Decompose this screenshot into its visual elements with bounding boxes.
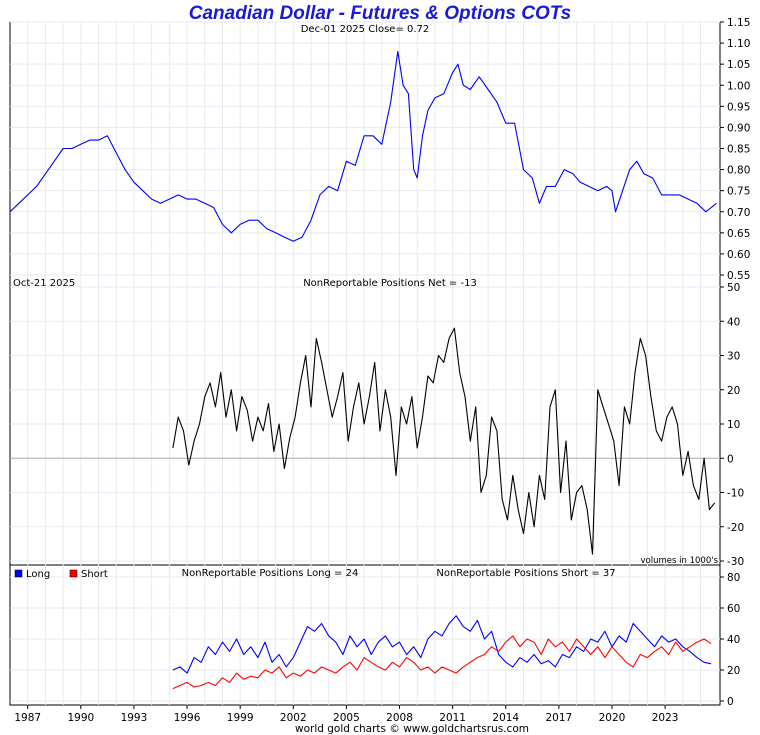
y-tick-label: 0.65 bbox=[727, 228, 750, 240]
x-tick-label: 1987 bbox=[14, 712, 41, 724]
chart-title: Canadian Dollar - Futures & Options COTs bbox=[189, 3, 572, 24]
y-axis-ticks: 1.15 1.10 1.05 1.00 0.95 0.90 0.85 0.80 0.75 0.70… bbox=[720, 17, 750, 708]
legend-long-swatch bbox=[14, 569, 23, 578]
footer-credit: world gold charts © www.goldchartsrus.co… bbox=[295, 723, 529, 735]
y-tick-label: 0 bbox=[727, 696, 734, 708]
y-tick-label: 10 bbox=[727, 419, 740, 431]
net-date-label: Oct-21 2025 bbox=[13, 278, 75, 289]
y-tick-label: 0.55 bbox=[727, 270, 750, 282]
x-axis-ticks: 1987 1990 1993 1996 1999 2002 2005 2008 2011 2014… bbox=[14, 705, 678, 724]
legend-short-label: Short bbox=[81, 569, 108, 580]
y-tick-label: 0.90 bbox=[727, 122, 750, 134]
y-tick-label: 60 bbox=[727, 603, 740, 615]
y-tick-label: -20 bbox=[727, 522, 744, 534]
y-tick-label: 30 bbox=[727, 351, 740, 363]
y-tick-label: 0.75 bbox=[727, 186, 750, 198]
x-tick-label: 1999 bbox=[227, 712, 254, 724]
x-tick-label: 2020 bbox=[599, 712, 626, 724]
x-tick-label: 2002 bbox=[280, 712, 307, 724]
net-header: NonReportable Positions Net = -13 bbox=[303, 278, 477, 289]
y-tick-label: 0.60 bbox=[727, 249, 750, 261]
x-tick-label: 2023 bbox=[652, 712, 679, 724]
y-tick-label: 20 bbox=[727, 385, 740, 397]
y-tick-label: 40 bbox=[727, 634, 740, 646]
y-tick-label: 50 bbox=[727, 282, 740, 294]
short-header: NonReportable Positions Short = 37 bbox=[436, 568, 615, 579]
y-tick-label: 1.10 bbox=[727, 38, 750, 50]
y-tick-label: -10 bbox=[727, 488, 744, 500]
x-tick-label: 1996 bbox=[174, 712, 201, 724]
x-tick-label: 2005 bbox=[333, 712, 360, 724]
y-tick-label: 1.00 bbox=[727, 80, 750, 92]
long-short-panel bbox=[9, 564, 721, 706]
price-line bbox=[9, 50, 717, 242]
y-tick-label: 80 bbox=[727, 572, 740, 584]
x-tick-label: 1990 bbox=[67, 712, 94, 724]
x-tick-label: 2017 bbox=[546, 712, 573, 724]
y-tick-label: 1.05 bbox=[727, 59, 750, 71]
y-tick-label: 0 bbox=[727, 453, 734, 465]
x-tick-label: 2014 bbox=[492, 712, 519, 724]
x-tick-label: 2008 bbox=[386, 712, 413, 724]
x-tick-label: 2011 bbox=[439, 712, 466, 724]
y-tick-label: 0.70 bbox=[727, 207, 750, 219]
y-tick-label: 0.80 bbox=[727, 165, 750, 177]
y-tick-label: -30 bbox=[727, 556, 744, 568]
y-tick-label: 0.95 bbox=[727, 101, 750, 113]
long-line bbox=[172, 615, 712, 674]
grid-lines bbox=[10, 21, 720, 705]
y-tick-label: 20 bbox=[727, 665, 740, 677]
long-header: NonReportable Positions Long = 24 bbox=[182, 568, 359, 579]
legend-long-label: Long bbox=[26, 569, 50, 580]
legend-short-swatch bbox=[69, 569, 78, 578]
x-tick-label: 1993 bbox=[121, 712, 148, 724]
net-line bbox=[172, 327, 716, 555]
volume-note: volumes in 1000's bbox=[641, 556, 719, 566]
y-tick-label: 0.85 bbox=[727, 144, 750, 156]
short-line bbox=[172, 635, 712, 690]
price-header: Dec-01 2025 Close= 0.72 bbox=[301, 24, 430, 35]
series-lines bbox=[9, 50, 717, 690]
y-tick-label: 1.15 bbox=[727, 17, 750, 29]
y-tick-label: 40 bbox=[727, 316, 740, 328]
